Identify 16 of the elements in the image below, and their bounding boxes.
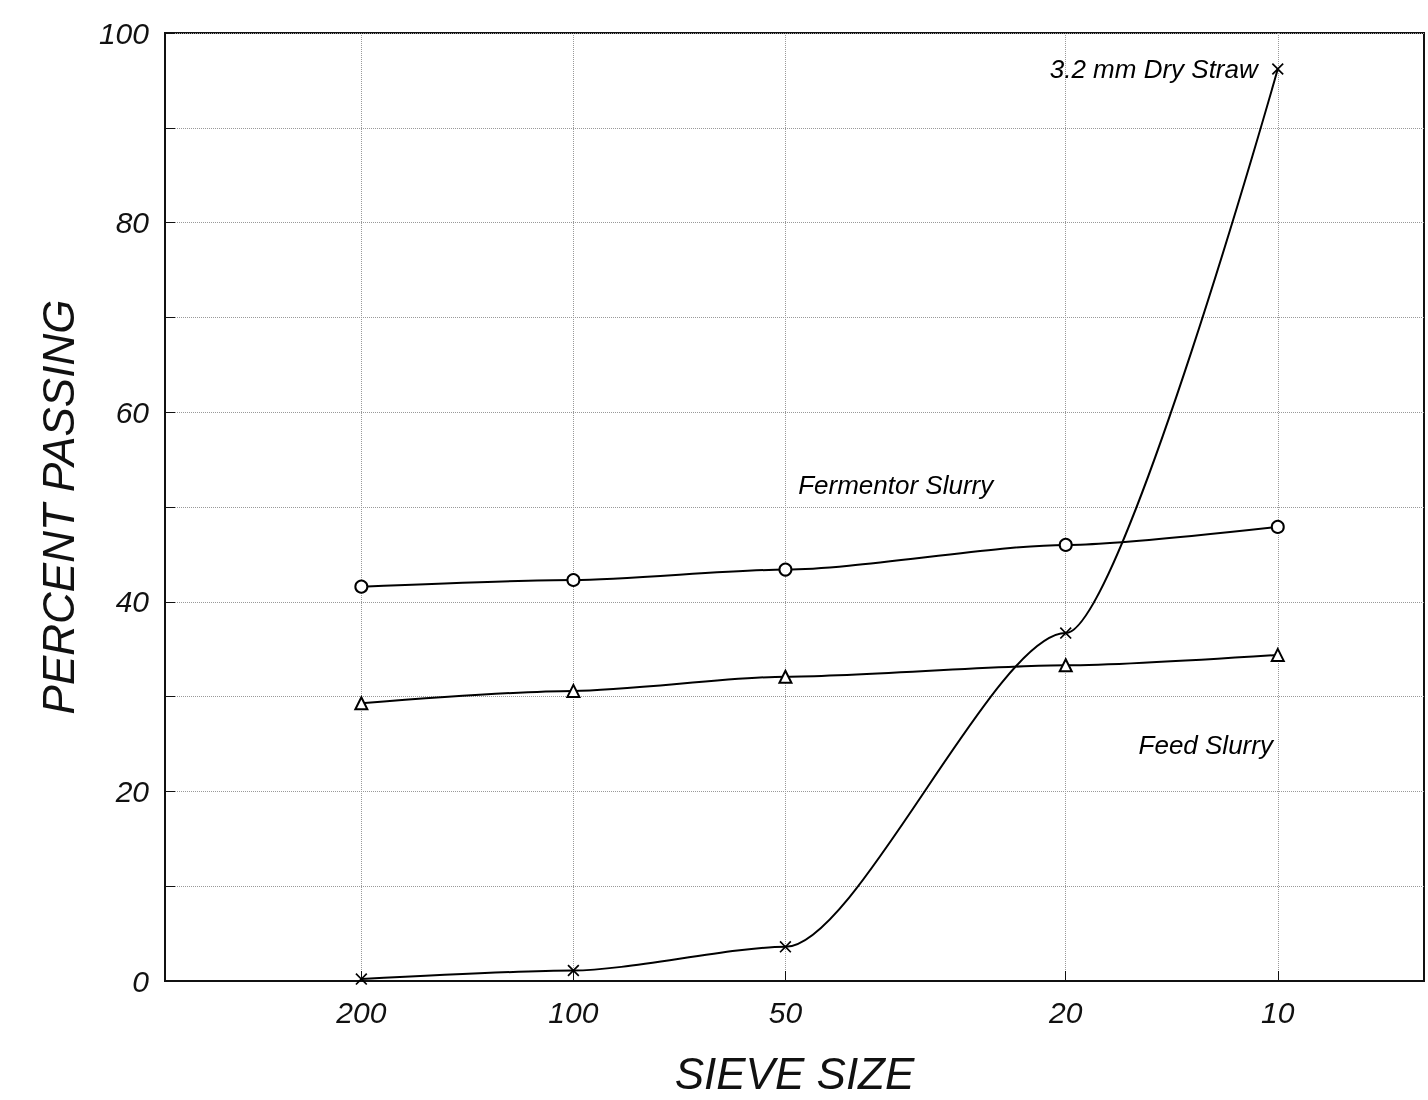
- text: Feed Slurry: [1138, 730, 1275, 761]
- x-tick-label: 50: [768, 995, 803, 1029]
- x-axis-title: SIEVE SIZE: [674, 1048, 915, 1098]
- y-tick-label: 60: [115, 395, 150, 429]
- series-label: 3.2 mm Dry Straw: [1049, 54, 1260, 85]
- y-tick-label: 0: [132, 964, 150, 998]
- x-tick-label: 20: [1048, 995, 1083, 1029]
- series-label: Fermentor Slurry: [798, 469, 996, 500]
- x-tick-label: 10: [1261, 995, 1295, 1029]
- y-tick-label: 40: [115, 585, 150, 619]
- y-tick-label: 100: [98, 16, 150, 50]
- y-tick-label: 20: [114, 774, 150, 808]
- x-tick-label: 200: [335, 995, 387, 1029]
- y-tick-label: 80: [115, 206, 150, 240]
- y-axis-title: PERCENT PASSING: [33, 299, 83, 715]
- x-tick-label: 100: [548, 995, 599, 1029]
